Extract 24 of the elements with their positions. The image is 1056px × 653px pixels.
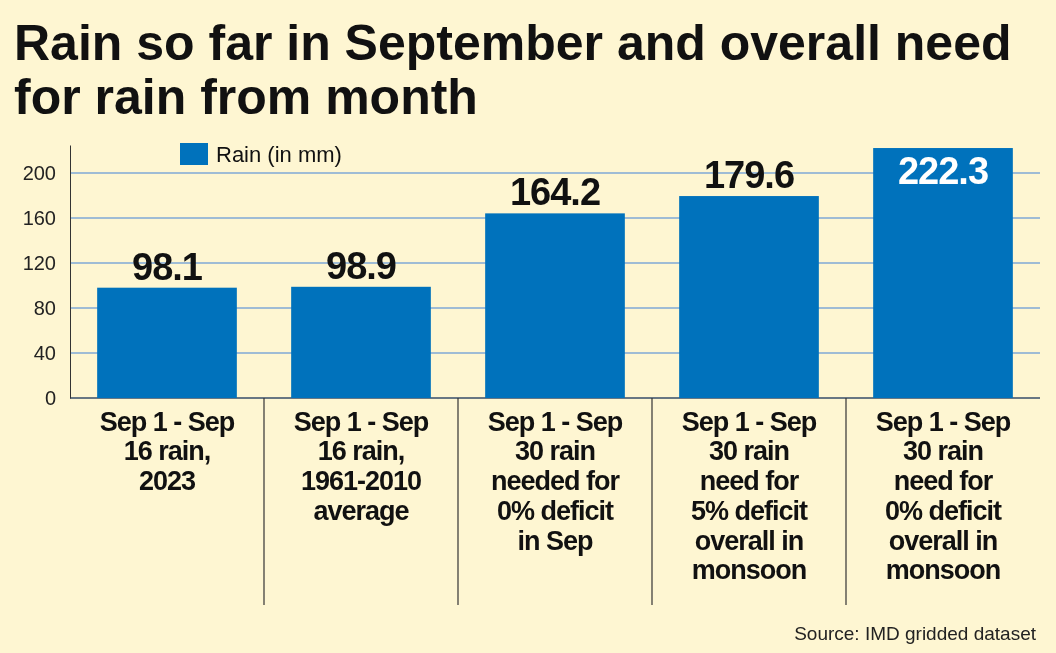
x-tick-label: Sep 1 - Sep 16 rain, 1961-2010 average	[293, 406, 429, 526]
y-tick-label: 200	[22, 162, 56, 185]
y-tick-label: 40	[33, 341, 56, 364]
x-tick-label: Sep 1 - Sep 30 rain needed for 0% deficit in Sep	[487, 406, 623, 556]
bar	[485, 213, 625, 398]
data-label: 164.2	[509, 171, 601, 214]
x-tick-label: Sep 1 - Sep 30 rain need for 5% deficit overall in monsoon	[681, 406, 817, 586]
chart-title: Rain so far in September and overall need for rain from month	[14, 15, 1012, 125]
data-label: 179.6	[703, 154, 795, 197]
bar	[97, 287, 237, 398]
data-label: 98.9	[326, 244, 396, 287]
bar	[291, 286, 431, 398]
y-tick-label: 160	[22, 206, 56, 229]
y-tick-label: 0	[44, 386, 56, 409]
x-tick-label: Sep 1 - Sep 16 rain, 2023	[99, 406, 235, 497]
bar	[873, 148, 1013, 398]
y-tick-label: 80	[33, 296, 56, 319]
source-note: Source: IMD gridded dataset	[794, 623, 1037, 644]
data-label: 222.3	[897, 150, 989, 193]
legend-label: Rain (in mm)	[216, 142, 342, 167]
y-tick-label: 120	[22, 251, 56, 274]
bar	[679, 196, 819, 398]
data-label: 98.1	[132, 245, 203, 288]
x-tick-label: Sep 1 - Sep 30 rain need for 0% deficit overall in monsoon	[875, 406, 1011, 586]
